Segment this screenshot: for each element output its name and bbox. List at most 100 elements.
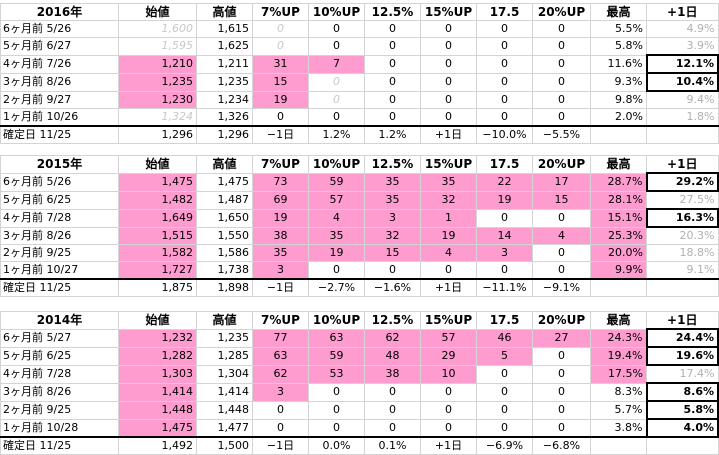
column-header: 7%UP bbox=[252, 3, 309, 21]
cell: 4 bbox=[420, 244, 477, 262]
cell: 69 bbox=[252, 190, 309, 210]
table-row: 6ヶ月前 5/26 1,475 1,475 73 59 35 35 22 17 28.7% 29.2… bbox=[0, 172, 719, 192]
cell: −1.6% bbox=[364, 278, 421, 297]
column-header: 17.5 bbox=[476, 3, 533, 21]
cell: +1日 bbox=[420, 436, 477, 455]
column-header: 12.5% bbox=[364, 3, 421, 21]
cell: 1,326 bbox=[196, 108, 253, 127]
cell: 1,211 bbox=[196, 54, 253, 74]
cell: 1.2% bbox=[308, 125, 365, 144]
column-header: 12.5% bbox=[364, 155, 421, 174]
cell: 1,487 bbox=[196, 190, 253, 210]
cell: 19 bbox=[476, 190, 533, 210]
cell: 0 bbox=[532, 208, 591, 228]
header-row: 2014年 始値 高値 7%UP 10%UP 12.5% 15%UP 17.5 20%UP 最高 +… bbox=[0, 311, 719, 330]
cell: 0.0% bbox=[308, 436, 365, 455]
row-label: 2ヶ月前 9/25 bbox=[0, 400, 119, 420]
year-label: 2016年 bbox=[0, 3, 119, 21]
row-label: 1ヶ月前 10/27 bbox=[0, 261, 119, 280]
cell bbox=[590, 436, 647, 455]
cell: 18.8% bbox=[646, 244, 719, 262]
cell: 0 bbox=[252, 20, 309, 38]
table-row: 4ヶ月前 7/28 1,649 1,650 19 4 3 1 0 0 15.1% 16.3% bbox=[0, 208, 719, 228]
cell: 0 bbox=[476, 364, 533, 384]
cell: 1,475 bbox=[118, 418, 197, 438]
cell: 0 bbox=[252, 37, 309, 56]
cell: 0 bbox=[364, 20, 421, 38]
cell: 0 bbox=[532, 418, 591, 438]
cell: 0 bbox=[476, 261, 533, 280]
cell: 25.3% bbox=[590, 226, 647, 245]
row-label: 5ヶ月前 6/25 bbox=[0, 190, 119, 210]
cell: 9.4% bbox=[646, 90, 719, 109]
cell: 3.9% bbox=[646, 37, 719, 56]
cell: 1,515 bbox=[118, 226, 197, 245]
cell: 28.1% bbox=[590, 190, 647, 210]
cell: 0 bbox=[364, 108, 421, 127]
column-header: +1日 bbox=[646, 311, 719, 330]
cell: 29 bbox=[420, 346, 477, 366]
cell: 9.8% bbox=[590, 90, 647, 109]
table-row: 5ヶ月前 6/25 1,482 1,487 69 57 35 32 19 15 28.1% 27.5… bbox=[0, 190, 719, 210]
header-row: 2015年 始値 高値 7%UP 10%UP 12.5% 15%UP 17.5 20%UP 最高 +… bbox=[0, 155, 719, 174]
table-row: 4ヶ月前 7/26 1,210 1,211 31 7 0 0 0 0 11.6% 12.1% bbox=[0, 54, 719, 74]
cell: 1,727 bbox=[118, 261, 197, 280]
table-row: 2ヶ月前 9/25 1,582 1,586 35 19 15 4 3 0 20.0% 18.8% bbox=[0, 244, 719, 262]
cell: 1 bbox=[420, 208, 477, 228]
cell: 28.7% bbox=[590, 172, 647, 192]
cell: 0 bbox=[308, 418, 365, 438]
cell: 62 bbox=[364, 328, 421, 348]
cell: 4.9% bbox=[646, 20, 719, 38]
cell: 1,550 bbox=[196, 226, 253, 245]
cell: 24.3% bbox=[590, 328, 647, 348]
cell bbox=[646, 125, 719, 144]
cell: 0 bbox=[364, 418, 421, 438]
cell: 1,235 bbox=[118, 72, 197, 92]
cell: 77 bbox=[252, 328, 309, 348]
cell: −1日 bbox=[252, 436, 309, 455]
column-header: 15%UP bbox=[420, 311, 477, 330]
cell: 20.3% bbox=[646, 226, 719, 245]
year-table-2: 2014年 始値 高値 7%UP 10%UP 12.5% 15%UP 17.5 20%UP 最高 +… bbox=[0, 311, 719, 455]
cell: −5.5% bbox=[532, 125, 591, 144]
cell: 0.1% bbox=[364, 436, 421, 455]
cell: −11.1% bbox=[476, 278, 533, 297]
table-row: 3ヶ月前 8/26 1,515 1,550 38 35 32 19 14 4 25.3% 20.3% bbox=[0, 226, 719, 245]
cell: 1,234 bbox=[196, 90, 253, 109]
cell: 1,615 bbox=[196, 20, 253, 38]
cell: 0 bbox=[476, 208, 533, 228]
cell: 0 bbox=[532, 20, 591, 38]
cell: 0 bbox=[364, 261, 421, 280]
cell: −1日 bbox=[252, 278, 309, 297]
cell: 0 bbox=[532, 400, 591, 420]
cell: 1,586 bbox=[196, 244, 253, 262]
cell: 10.4% bbox=[645, 72, 719, 92]
cell: 35 bbox=[420, 172, 477, 192]
column-header: 高値 bbox=[196, 3, 253, 21]
cell: −6.9% bbox=[476, 436, 533, 455]
cell bbox=[646, 278, 719, 297]
cell: 53 bbox=[308, 364, 365, 384]
cell: +1日 bbox=[420, 278, 477, 297]
cell: −10.0% bbox=[476, 125, 533, 144]
year-table-0: 2016年 始値 高値 7%UP 10%UP 12.5% 15%UP 17.5 20%UP 最高 +… bbox=[0, 3, 719, 144]
cell: 0 bbox=[364, 400, 421, 420]
row-label: 確定日 11/25 bbox=[0, 125, 119, 144]
cell: 1.2% bbox=[364, 125, 421, 144]
cell: 0 bbox=[532, 382, 591, 402]
cell: 1.8% bbox=[646, 108, 719, 127]
cell: 1,595 bbox=[118, 37, 197, 56]
cell: 1,875 bbox=[118, 278, 197, 297]
cell: 0 bbox=[308, 90, 365, 109]
cell: 0 bbox=[420, 20, 477, 38]
cell: 20.0% bbox=[590, 244, 647, 262]
table-row: 3ヶ月前 8/26 1,414 1,414 3 0 0 0 0 0 8.3% 8.6% bbox=[0, 382, 719, 402]
cell: 0 bbox=[252, 108, 309, 127]
cell: 1,296 bbox=[118, 125, 197, 144]
cell: 0 bbox=[420, 418, 477, 438]
cell: 9.3% bbox=[590, 72, 647, 92]
cell: 46 bbox=[476, 328, 533, 348]
row-label: 1ヶ月前 10/28 bbox=[0, 418, 119, 438]
column-header: 20%UP bbox=[532, 311, 591, 330]
cell: 59 bbox=[308, 346, 365, 366]
